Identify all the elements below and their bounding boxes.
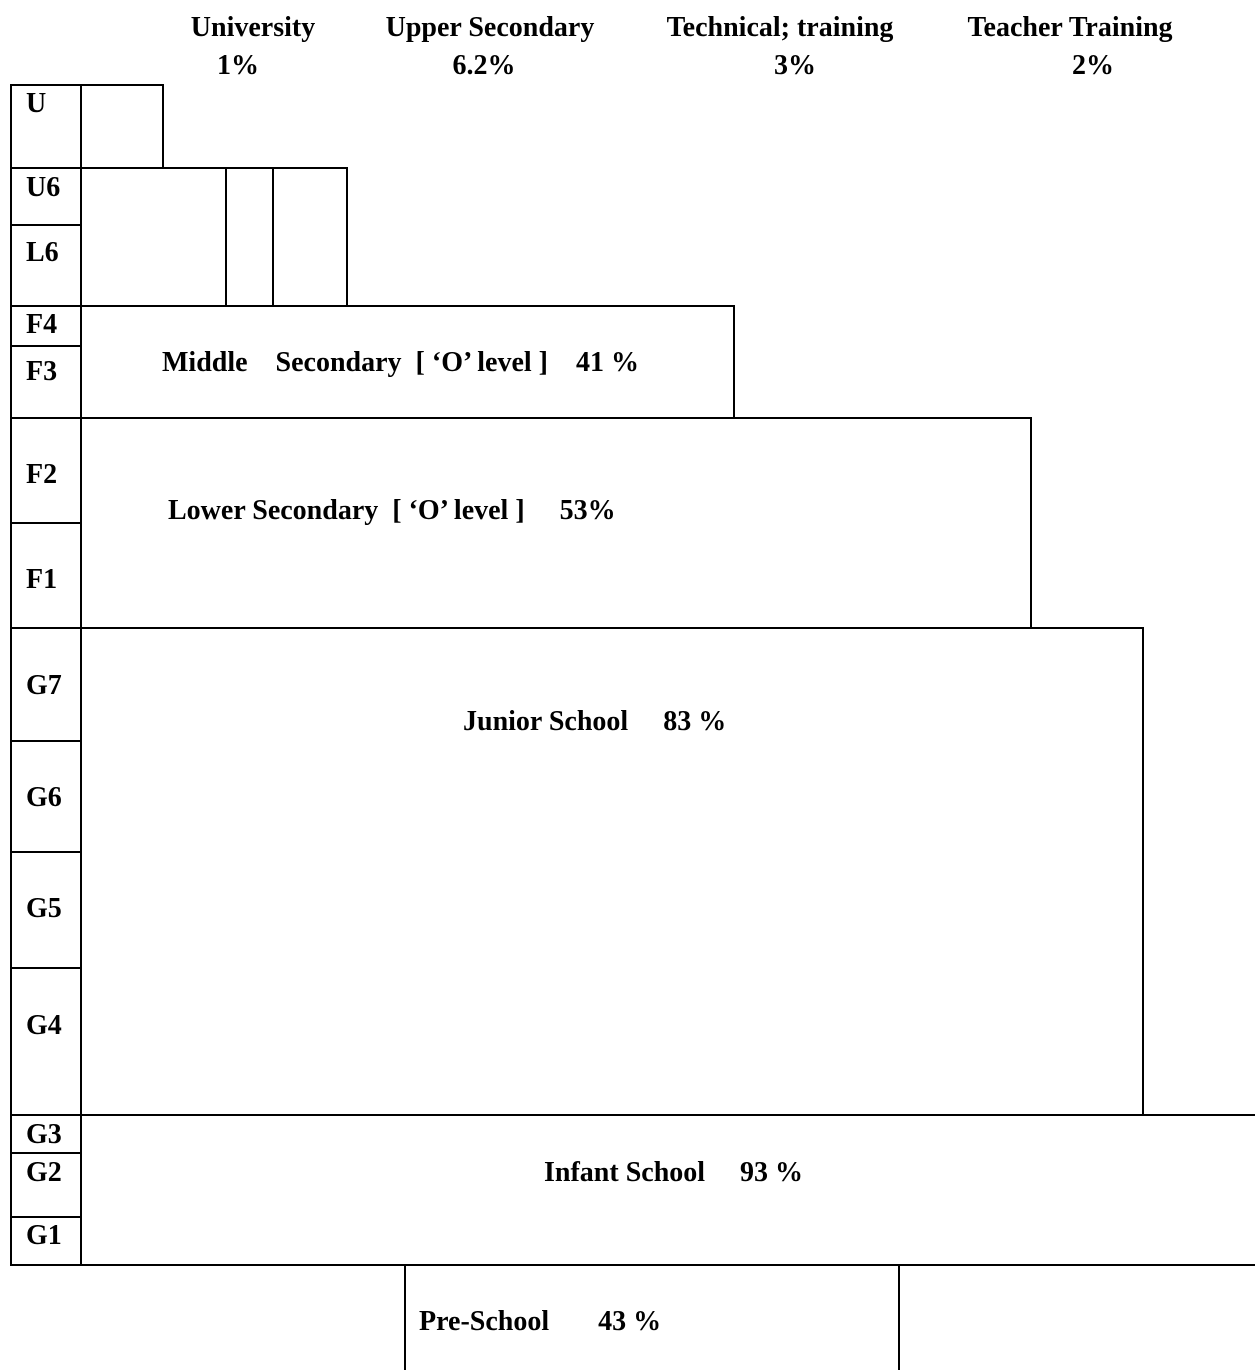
header-technical-training-pct: 3% (774, 50, 816, 81)
middle-secondary-top (10, 305, 735, 307)
junior-school-right (1142, 627, 1144, 1116)
grade-label-f3: F3 (26, 356, 58, 387)
g2-g1-divider (10, 1216, 82, 1218)
lower-secondary-right (1030, 417, 1032, 628)
header-teacher-training-label: Teacher Training (967, 12, 1173, 43)
grade-label-f2: F2 (26, 459, 58, 490)
infant-school-label: Infant School 93 % (544, 1157, 804, 1188)
f2-f1-divider (10, 522, 82, 524)
grade-label-u: U (26, 88, 47, 119)
grade-label-g3: G3 (26, 1119, 62, 1150)
grade-label-g6: G6 (26, 782, 62, 813)
university-box-top (10, 84, 164, 86)
f4-f3-divider (10, 345, 82, 347)
u6-l6-divider (10, 224, 82, 226)
grade-label-g4: G4 (26, 1010, 62, 1041)
pre-school-right (898, 1264, 900, 1370)
lower-secondary-top (10, 417, 1032, 419)
upper-secondary-col-2 (272, 167, 274, 306)
grade-column-divider (80, 84, 82, 1266)
grade-label-g1: G1 (26, 1220, 62, 1251)
upper-secondary-top (10, 167, 348, 169)
junior-school-top (10, 627, 1144, 629)
g7-g6-divider (10, 740, 82, 742)
g6-g5-divider (10, 851, 82, 853)
g5-g4-divider (10, 967, 82, 969)
grade-label-g5: G5 (26, 893, 62, 924)
grade-label-l6: L6 (26, 237, 59, 268)
middle-secondary-right (733, 305, 735, 418)
junior-school-label: Junior School 83 % (463, 706, 727, 737)
header-university-label: University (190, 12, 316, 43)
header-university-pct: 1% (217, 50, 259, 81)
upper-secondary-right (346, 167, 348, 306)
grade-column-left-border (10, 84, 12, 1266)
pre-school-left (404, 1264, 406, 1370)
header-upper-secondary-label: Upper Secondary (385, 12, 595, 43)
upper-secondary-col-1 (225, 167, 227, 306)
lower-secondary-label: Lower Secondary [ ‘O’ level ] 53% (168, 495, 616, 526)
grade-label-g7: G7 (26, 670, 62, 701)
infant-school-bottom (10, 1264, 1255, 1266)
middle-secondary-label: Middle Secondary [ ‘O’ level ] 41 % (162, 347, 639, 378)
university-box-right (162, 84, 164, 168)
infant-school-top (10, 1114, 1255, 1116)
grade-label-g2: G2 (26, 1157, 62, 1188)
pre-school-label: Pre-School 43 % (419, 1306, 662, 1337)
g3-g2-divider (10, 1152, 82, 1154)
header-teacher-training-pct: 2% (1072, 50, 1114, 81)
header-upper-secondary-pct: 6.2% (452, 50, 516, 81)
grade-label-u6: U6 (26, 172, 61, 203)
header-technical-training-label: Technical; training (666, 12, 894, 43)
grade-label-f1: F1 (26, 564, 58, 595)
grade-label-f4: F4 (26, 309, 58, 340)
